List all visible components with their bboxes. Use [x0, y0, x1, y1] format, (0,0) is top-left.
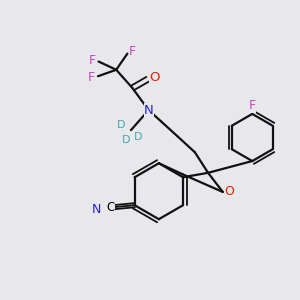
- Text: D: D: [134, 132, 143, 142]
- Text: D: D: [117, 120, 125, 130]
- Text: D: D: [122, 134, 130, 145]
- Text: O: O: [224, 185, 234, 198]
- Text: N: N: [92, 203, 101, 216]
- Text: F: F: [88, 71, 95, 84]
- Text: F: F: [129, 45, 136, 58]
- Text: F: F: [249, 100, 256, 112]
- Text: O: O: [149, 71, 160, 84]
- Text: F: F: [88, 53, 96, 67]
- Text: C: C: [106, 201, 115, 214]
- Text: N: N: [144, 103, 154, 117]
